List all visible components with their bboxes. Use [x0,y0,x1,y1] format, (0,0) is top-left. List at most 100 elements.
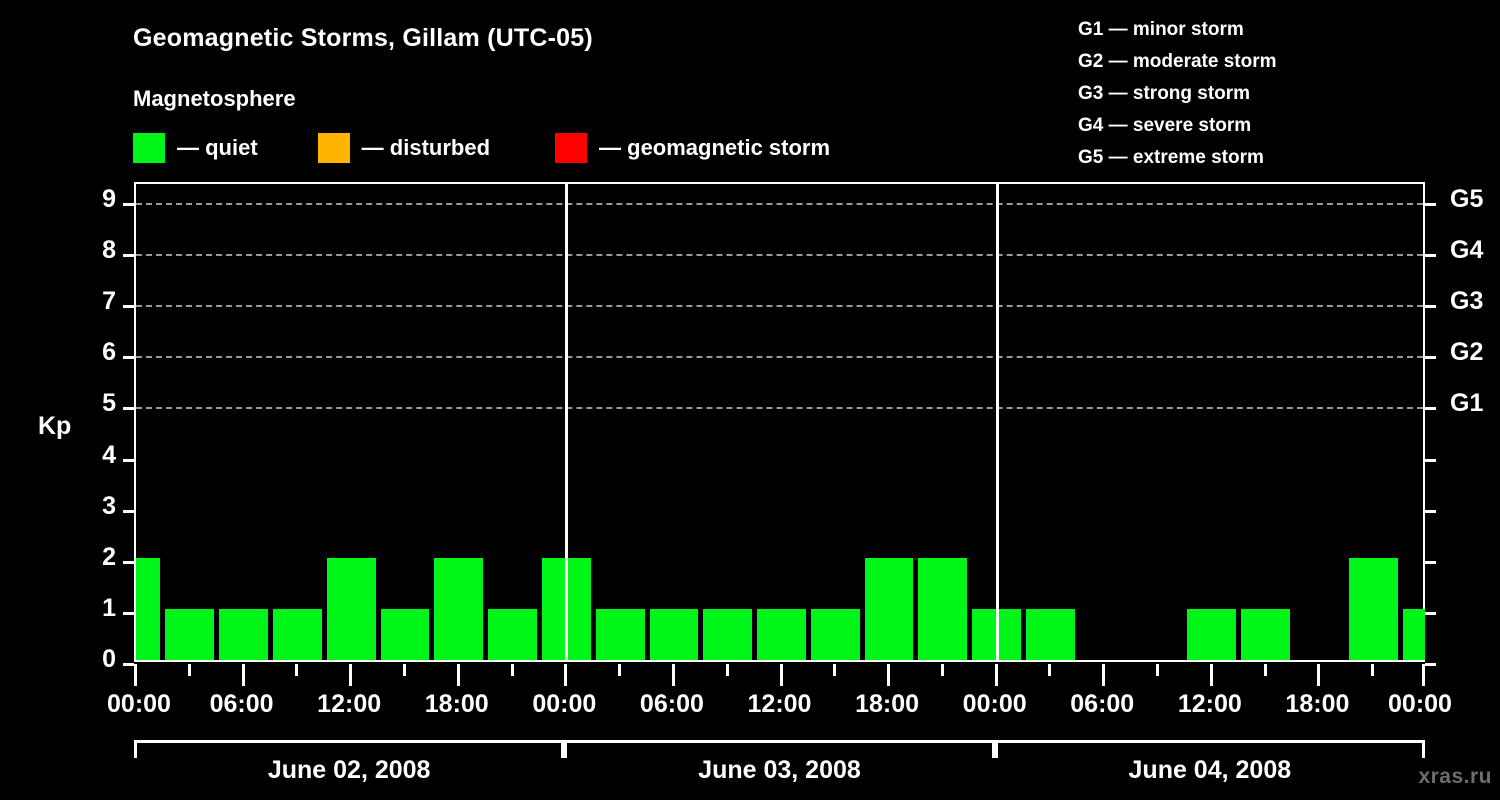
day-separator-1 [565,184,569,660]
x-axis-label-1: 06:00 [209,690,274,718]
kp-bar [918,557,968,660]
x-axis-label-0: 00:00 [107,690,171,718]
x-tick-1 [187,664,191,676]
legend-label-storm: — geomagnetic storm [599,135,831,160]
storm-scale-g1: G1 — minor storm [1078,19,1244,40]
gridline-kp-8 [136,254,1423,257]
kp-bar [595,608,645,660]
x-tick-19 [1156,664,1160,676]
x-axis-label-9: 06:00 [1070,690,1135,718]
right-tick-kp-1 [1425,611,1436,615]
disturbed-swatch [317,133,350,163]
day-brackets [134,740,1425,758]
y-axis-label-4: 4 [102,440,116,469]
kp-bar [1187,608,1237,660]
x-tick-20 [1209,664,1213,686]
storm-swatch [555,133,588,163]
x-tick-17 [1048,664,1052,676]
storm-scale-legend: G1 — minor storm G2 — moderate storm G3 … [1078,14,1277,174]
section-label: Magnetosphere [133,86,296,111]
x-axis-label-2: 12:00 [317,690,382,718]
x-axis-ticks [134,664,1425,686]
x-axis-label-10: 12:00 [1177,690,1242,718]
x-tick-21 [1263,664,1267,676]
storm-scale-g3: G3 — strong storm [1078,83,1251,104]
x-tick-5 [402,664,406,676]
y-tick-3 [123,509,134,513]
kp-bar [380,608,430,660]
x-tick-9 [618,664,622,676]
x-axis-label-7: 18:00 [855,690,920,718]
kp-bar [1348,557,1398,660]
legend-label-quiet: — quiet [177,135,258,160]
day-label-3: June 04, 2008 [1128,756,1292,784]
x-axis-labels: 00:00 06:00 12:00 18:00 00:00 06:00 12:00 18:00… [0,690,1500,724]
x-tick-22 [1317,664,1321,686]
x-tick-14 [887,664,891,686]
y-axis-title: Kp [38,412,72,440]
right-tick-kp-8 [1425,254,1436,258]
y-tick-4 [123,458,134,462]
kp-bar [649,608,699,660]
kp-bar [136,557,161,660]
y-tick-2 [123,560,134,564]
y-tick-6 [123,356,134,360]
kp-bar [810,608,860,660]
day-bracket-2 [564,740,995,758]
x-tick-8 [564,664,568,686]
x-axis-label-8: 00:00 [962,690,1027,718]
x-axis-label-12: 00:00 [1388,690,1452,718]
kp-bar [1241,608,1290,660]
watermark: xras.ru [1418,765,1492,788]
g-axis-label-G5: G5 [1450,185,1484,213]
legend-item-storm: — geomagnetic storm [555,133,830,163]
day-bracket-3 [994,740,1425,758]
right-tick-kp-5 [1425,407,1436,411]
g-axis-label-G1: G1 [1450,389,1484,418]
x-tick-11 [725,664,729,676]
x-axis-label-3: 18:00 [424,690,489,718]
x-tick-7 [510,664,514,676]
kp-bar [272,608,322,660]
day-bracket-1 [134,740,565,758]
x-tick-18 [1102,664,1106,686]
color-legend: — quiet — disturbed — geomagnetic storm [133,133,830,163]
y-axis-label-5: 5 [102,389,116,418]
g-axis-label-G2: G2 [1450,338,1484,367]
legend-item-quiet: — quiet [133,133,258,163]
y-axis-label-2: 2 [102,542,116,571]
gridline-kp-5 [136,407,1423,410]
kp-bar [757,608,806,660]
right-tick-kp-9 [1425,203,1436,206]
storm-scale-g4: G4 — severe storm [1078,115,1252,136]
gridline-kp-6 [136,356,1423,359]
y-axis-label-7: 7 [102,287,116,316]
x-tick-6 [456,664,460,686]
x-tick-24 [1422,664,1425,686]
y-axis-label-1: 1 [102,593,116,622]
x-tick-2 [241,664,245,686]
kp-bar [165,608,215,660]
y-axis-label-8: 8 [102,236,116,265]
day-label-1: June 02, 2008 [267,756,431,784]
x-tick-0 [134,664,137,686]
x-tick-12 [779,664,783,686]
x-axis-label-5: 06:00 [639,690,704,718]
g-axis-label-G4: G4 [1450,236,1484,265]
y-tick-5 [123,407,134,411]
gridline-kp-7 [136,305,1423,308]
storm-scale-g5: G5 — extreme storm [1078,147,1264,168]
y-axis-label-6: 6 [102,338,116,367]
storm-scale-g2: G2 — moderate storm [1078,51,1277,72]
kp-bar [703,608,753,660]
y-axis-label-3: 3 [102,491,116,520]
g-axis-label-G3: G3 [1450,287,1484,316]
x-tick-13 [833,664,837,676]
x-axis-label-11: 18:00 [1285,690,1350,718]
y-tick-0 [123,663,134,666]
kp-bar [1402,608,1425,660]
x-tick-10 [671,664,675,686]
chart-plot-area [123,182,1436,666]
kp-bar [219,608,268,660]
y-tick-8 [123,254,134,258]
